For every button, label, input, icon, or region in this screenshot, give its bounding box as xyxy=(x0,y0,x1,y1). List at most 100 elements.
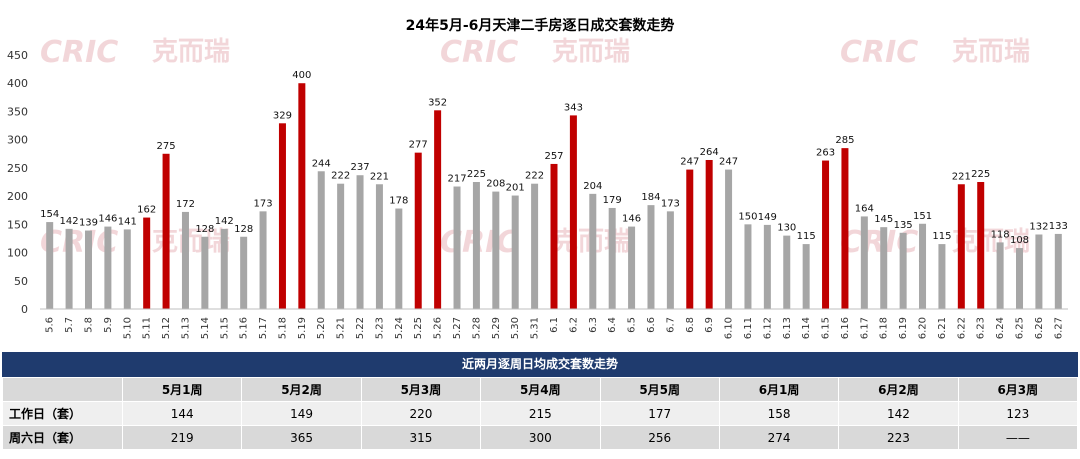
data-label: 115 xyxy=(932,231,951,242)
data-label: 146 xyxy=(98,214,117,225)
chart-title: 24年5月-6月天津二手房逐日成交套数走势 xyxy=(406,17,675,34)
x-tick-label: 5.6 xyxy=(45,317,56,333)
watermark-brand: 克而瑞 xyxy=(552,37,630,67)
table-cell: 365 xyxy=(241,425,362,450)
data-label: 244 xyxy=(312,158,331,169)
bar xyxy=(880,227,888,309)
bar xyxy=(531,183,539,309)
data-label: 151 xyxy=(913,211,932,222)
bar xyxy=(356,175,364,309)
x-tick-label: 6.3 xyxy=(588,317,599,333)
data-label: 141 xyxy=(118,216,137,227)
row-label: 工作日（套） xyxy=(2,401,123,426)
data-label: 221 xyxy=(952,171,971,182)
x-tick-label: 5.10 xyxy=(122,317,133,339)
table-row-weekday: 工作日（套） 144 149 220 215 177 158 142 123 xyxy=(2,401,1079,426)
x-tick-label: 6.15 xyxy=(821,317,832,339)
header-cell: 5月1周 xyxy=(121,377,243,402)
bar xyxy=(996,242,1004,309)
y-tick-label: 50 xyxy=(14,275,28,288)
x-tick-label: 6.4 xyxy=(607,317,618,333)
watermark-logo: CRIC xyxy=(440,35,518,70)
x-tick-label: 6.27 xyxy=(1053,317,1064,339)
y-tick-label: 0 xyxy=(21,303,28,316)
data-label: 263 xyxy=(816,148,835,159)
bar xyxy=(220,228,228,309)
x-tick-label: 5.30 xyxy=(510,317,521,339)
data-label: 204 xyxy=(583,181,602,192)
data-label: 130 xyxy=(777,223,796,234)
bar xyxy=(841,148,849,309)
bar xyxy=(395,208,403,309)
x-tick-label: 6.14 xyxy=(801,317,812,339)
watermark-logo: CRIC xyxy=(840,35,918,70)
table-cell: —— xyxy=(957,425,1079,450)
data-label: 264 xyxy=(700,147,719,158)
bar xyxy=(628,226,636,309)
bar xyxy=(278,123,286,309)
data-label: 128 xyxy=(234,224,253,235)
bar xyxy=(1035,234,1043,309)
data-label: 222 xyxy=(525,171,544,182)
bar xyxy=(1016,248,1024,309)
x-tick-label: 6.9 xyxy=(704,317,715,333)
x-tick-label: 6.10 xyxy=(724,317,735,339)
bar xyxy=(201,236,209,309)
bar xyxy=(240,236,248,309)
x-tick-label: 5.21 xyxy=(336,317,347,339)
table-cell: 142 xyxy=(838,401,959,426)
bar xyxy=(550,163,558,309)
bar xyxy=(104,226,112,309)
x-tick-label: 5.23 xyxy=(374,317,385,339)
x-tick-label: 5.25 xyxy=(413,317,424,339)
x-tick-label: 6.5 xyxy=(627,317,638,333)
data-label: 217 xyxy=(447,174,466,185)
y-tick-label: 350 xyxy=(7,105,28,118)
bar xyxy=(783,235,791,309)
bar xyxy=(162,153,170,309)
data-label: 173 xyxy=(254,198,273,209)
y-tick-label: 200 xyxy=(7,190,28,203)
daily-transactions-chart: CRIC 克而瑞 CRIC 克而瑞 CRIC 克而瑞 CRIC 克而瑞 CRIC… xyxy=(7,17,1068,339)
bar xyxy=(181,211,189,309)
bar xyxy=(744,224,752,309)
bar xyxy=(472,182,480,309)
data-label: 343 xyxy=(564,102,583,113)
table-cell: 300 xyxy=(480,425,601,450)
data-label: 139 xyxy=(79,218,98,229)
bar xyxy=(143,217,151,309)
x-tick-label: 5.24 xyxy=(394,317,405,339)
table-cell: 274 xyxy=(718,425,840,450)
data-label: 329 xyxy=(273,110,292,121)
data-label: 237 xyxy=(350,162,369,173)
bar xyxy=(453,186,461,309)
bar xyxy=(569,115,577,309)
data-label: 225 xyxy=(467,169,486,180)
x-tick-label: 5.16 xyxy=(239,317,250,339)
bar xyxy=(647,205,655,309)
header-cell: 6月3周 xyxy=(957,377,1079,402)
bar xyxy=(705,159,713,309)
data-label: 222 xyxy=(331,171,350,182)
x-tick-label: 6.13 xyxy=(782,317,793,339)
data-label: 208 xyxy=(486,179,505,190)
data-label: 173 xyxy=(661,198,680,209)
table-header-row: 5月1周 5月2周 5月3周 5月4周 5月5周 6月1周 6月2周 6月3周 xyxy=(2,377,1079,402)
data-label: 146 xyxy=(622,214,641,225)
x-tick-label: 5.28 xyxy=(471,317,482,339)
y-tick-label: 400 xyxy=(7,77,28,90)
x-tick-label: 5.13 xyxy=(180,317,191,339)
bar xyxy=(414,152,422,309)
table-cell: 123 xyxy=(957,401,1079,426)
y-tick-label: 250 xyxy=(7,162,28,175)
bar xyxy=(337,183,345,309)
bar xyxy=(860,216,868,309)
x-tick-label: 6.11 xyxy=(743,317,754,339)
table-cell: 158 xyxy=(718,401,840,426)
x-tick-label: 5.9 xyxy=(103,317,114,333)
table-title: 近两月逐周日均成交套数走势 xyxy=(2,352,1078,377)
data-label: 247 xyxy=(680,157,699,168)
data-label: 162 xyxy=(137,205,156,216)
weekly-average-table: 5月1周 5月2周 5月3周 5月4周 5月5周 6月1周 6月2周 6月3周 … xyxy=(2,377,1079,450)
